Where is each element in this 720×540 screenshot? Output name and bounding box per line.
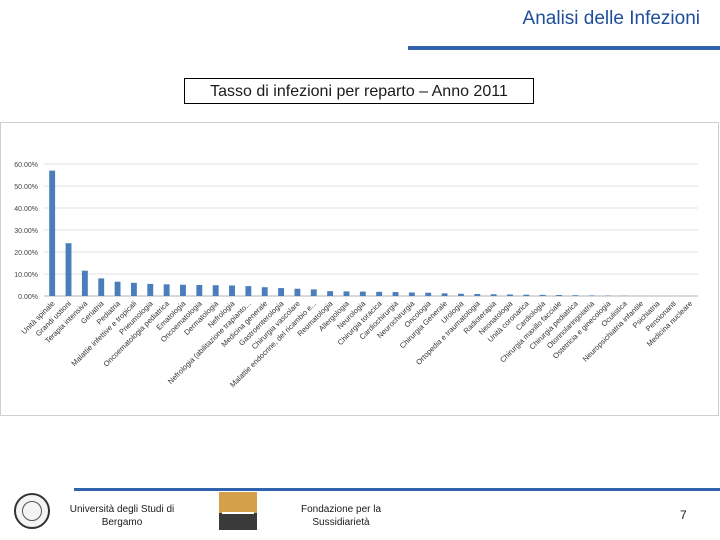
bar xyxy=(441,293,448,296)
bar xyxy=(359,291,366,296)
bar xyxy=(114,281,121,296)
bar xyxy=(588,295,595,296)
slide-title: Analisi delle Infezioni xyxy=(522,8,700,29)
bar xyxy=(229,285,235,296)
bar xyxy=(425,292,432,296)
chart-title: Tasso di infezioni per reparto – Anno 20… xyxy=(184,78,534,104)
page-number: 7 xyxy=(680,508,687,522)
bar xyxy=(81,270,88,296)
bar xyxy=(376,291,383,296)
bar xyxy=(556,295,562,296)
university-seal-icon xyxy=(14,493,50,529)
y-tick-label: 50.00% xyxy=(14,184,38,191)
bar xyxy=(278,288,285,296)
chart-frame xyxy=(0,122,719,416)
bar xyxy=(474,294,481,296)
bar xyxy=(212,285,219,296)
bar xyxy=(196,285,203,296)
university-name: Università degli Studi di Bergamo xyxy=(69,504,175,528)
bar xyxy=(147,283,154,296)
bar xyxy=(49,170,56,296)
bar xyxy=(408,292,415,296)
bar xyxy=(261,287,268,296)
bar xyxy=(180,284,186,296)
bar xyxy=(392,292,399,296)
bar xyxy=(163,284,170,296)
bar xyxy=(294,288,301,296)
bar xyxy=(507,294,513,296)
bar xyxy=(343,291,350,296)
bar xyxy=(98,278,105,296)
foundation-name: Fondazione per la Sussidiarietà xyxy=(300,504,382,528)
bar xyxy=(327,291,334,296)
bar xyxy=(523,294,530,296)
bar xyxy=(457,293,464,296)
y-tick-label: 10.00% xyxy=(14,272,38,279)
header-divider xyxy=(408,46,720,50)
bar xyxy=(490,294,497,296)
bar xyxy=(130,282,137,296)
bar xyxy=(65,243,72,296)
bar-chart: 0.00% 10.00% 20.00% 30.00% 40.00% 50.00% 60.00… xyxy=(14,162,698,389)
foundation-logo-icon xyxy=(219,492,257,530)
bar xyxy=(245,286,252,296)
y-tick-label: 60.00% xyxy=(14,162,38,169)
bar xyxy=(539,294,546,296)
y-tick-label: 0.00% xyxy=(18,294,38,301)
bar xyxy=(572,295,579,296)
bar xyxy=(310,289,317,296)
y-tick-label: 40.00% xyxy=(14,206,38,213)
y-tick-label: 30.00% xyxy=(14,228,38,235)
y-tick-label: 20.00% xyxy=(14,250,38,257)
footer-divider xyxy=(74,488,720,491)
